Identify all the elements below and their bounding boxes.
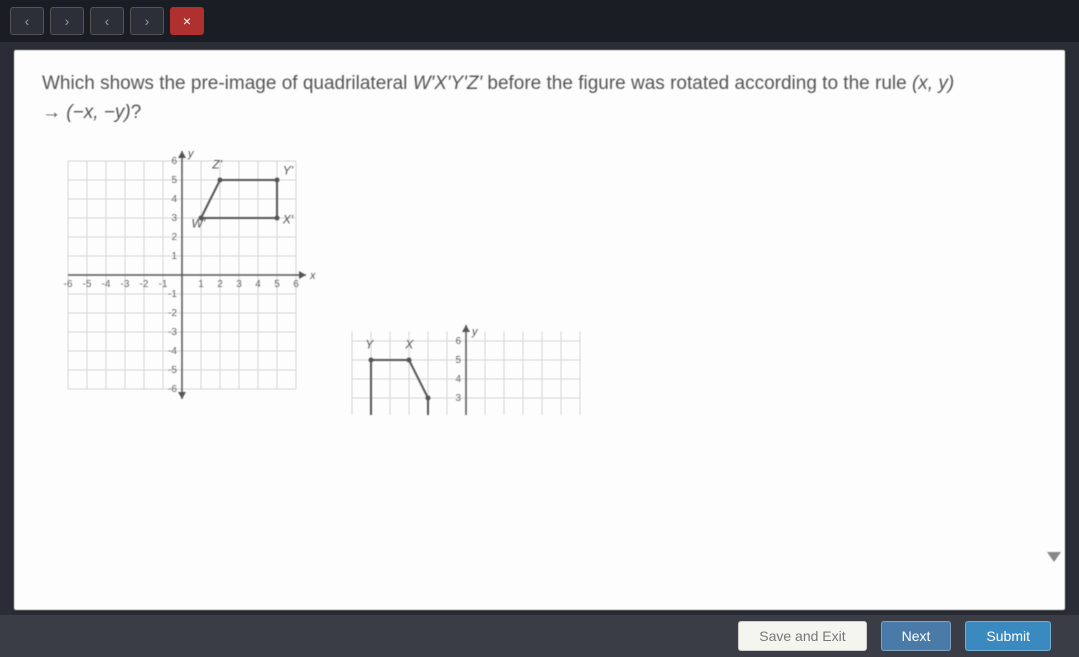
arrow-icon: → — [42, 102, 66, 123]
svg-text:y: y — [187, 148, 195, 160]
svg-text:5: 5 — [171, 175, 177, 186]
nav-next2-icon[interactable]: › — [130, 7, 164, 35]
svg-text:-2: -2 — [140, 279, 149, 290]
svg-text:Z': Z' — [211, 158, 222, 172]
svg-text:1: 1 — [171, 251, 177, 262]
svg-text:-3: -3 — [168, 327, 177, 338]
svg-text:-3: -3 — [121, 279, 130, 290]
svg-text:5: 5 — [274, 279, 280, 290]
svg-text:1: 1 — [198, 279, 204, 290]
svg-text:3: 3 — [171, 213, 177, 224]
svg-text:-1: -1 — [159, 279, 168, 290]
next-button[interactable]: Next — [881, 621, 952, 651]
svg-text:4: 4 — [255, 279, 261, 290]
question-prefix: Which shows the pre-image of quadrilater… — [42, 73, 413, 94]
svg-text:6: 6 — [293, 279, 299, 290]
nav-next-icon[interactable]: › — [50, 7, 84, 35]
question-panel: Which shows the pre-image of quadrilater… — [14, 50, 1065, 610]
question-text: Which shows the pre-image of quadrilater… — [42, 70, 1037, 127]
scroll-down-icon[interactable] — [1047, 552, 1061, 562]
close-icon[interactable]: × — [170, 7, 204, 35]
rule-from: (x, y) — [912, 73, 954, 94]
svg-text:3: 3 — [236, 279, 242, 290]
svg-text:-5: -5 — [168, 365, 177, 376]
svg-text:X: X — [405, 338, 415, 352]
svg-text:5: 5 — [456, 355, 462, 366]
top-toolbar: ‹ › ‹ › × — [0, 0, 1079, 42]
svg-text:-6: -6 — [168, 384, 177, 395]
question-middle: before the figure was rotated according … — [482, 73, 912, 94]
svg-text:Y: Y — [366, 338, 375, 352]
svg-text:3: 3 — [456, 393, 462, 404]
nav-prev2-icon[interactable]: ‹ — [90, 7, 124, 35]
coordinate-graph-2-partial: y 3 4 5 6 Y X — [336, 325, 616, 415]
svg-text:Y': Y' — [283, 163, 294, 177]
svg-text:-5: -5 — [83, 279, 92, 290]
svg-text:-4: -4 — [102, 279, 111, 290]
svg-text:4: 4 — [171, 194, 177, 205]
footer-bar: Save and Exit Next Submit — [0, 615, 1079, 657]
save-exit-button[interactable]: Save and Exit — [738, 621, 866, 651]
svg-text:6: 6 — [456, 336, 462, 347]
question-suffix: ? — [131, 102, 142, 123]
svg-text:-6: -6 — [64, 279, 73, 290]
svg-text:2: 2 — [217, 279, 223, 290]
svg-text:X': X' — [282, 213, 294, 227]
coordinate-graph-1: -6-5-4-3-2-1123456-6-5-4-3-2-1123456xyW'… — [52, 145, 332, 415]
svg-text:x: x — [309, 270, 316, 282]
svg-text:-1: -1 — [168, 289, 177, 300]
nav-prev-icon[interactable]: ‹ — [10, 7, 44, 35]
submit-button[interactable]: Submit — [965, 621, 1051, 651]
svg-text:y: y — [471, 326, 479, 338]
graph-container: -6-5-4-3-2-1123456-6-5-4-3-2-1123456xyW'… — [52, 145, 1037, 420]
svg-text:-2: -2 — [168, 308, 177, 319]
svg-text:6: 6 — [171, 156, 177, 167]
svg-text:4: 4 — [456, 374, 462, 385]
svg-text:-4: -4 — [168, 346, 177, 357]
svg-text:2: 2 — [171, 232, 177, 243]
svg-text:W': W' — [192, 217, 206, 231]
shape-name: W'X'Y'Z' — [413, 73, 482, 94]
rule-to: (−x, −y) — [66, 102, 130, 123]
